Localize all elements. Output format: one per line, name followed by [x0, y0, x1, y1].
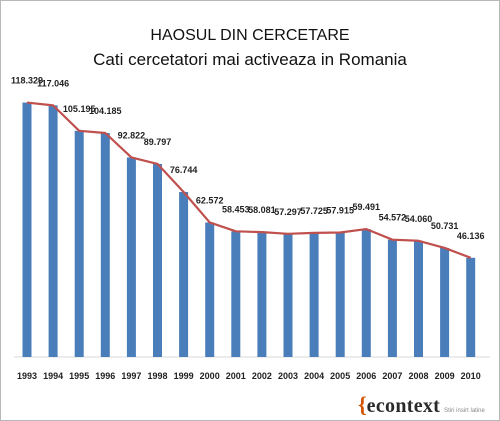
value-label-1994: 117.046 — [37, 78, 69, 88]
chart-title: HAOSUL DIN CERCETARE — [150, 27, 350, 44]
bar-1998 — [153, 163, 162, 357]
x-tick-label-2006: 2006 — [356, 371, 376, 381]
value-label-2005: 57.915 — [326, 205, 354, 215]
value-label-2007: 54.572 — [379, 213, 407, 223]
logo-brace: { — [358, 392, 367, 417]
value-label-2010: 46.136 — [457, 231, 485, 241]
x-tick-label-1994: 1994 — [43, 371, 63, 381]
value-label-1993: 118.329 — [11, 76, 43, 86]
bar-2008 — [414, 240, 423, 357]
value-label-2002: 58.081 — [248, 205, 276, 215]
econtext-logo: { econtext Stiri insirt latine — [358, 392, 485, 417]
x-tick-label-2000: 2000 — [200, 371, 220, 381]
x-tick-label-2008: 2008 — [408, 371, 428, 381]
x-tick-label-2003: 2003 — [278, 371, 298, 381]
value-label-2003: 57.297 — [274, 207, 302, 217]
x-tick-label-1996: 1996 — [95, 371, 115, 381]
value-label-1996: 104.185 — [89, 106, 122, 116]
bar-2003 — [283, 233, 293, 357]
value-label-1997: 92.822 — [118, 130, 146, 140]
trend-line — [26, 101, 472, 259]
x-tick-label-2004: 2004 — [304, 371, 324, 381]
x-tick-label-1998: 1998 — [147, 371, 167, 381]
bar-1994 — [48, 105, 58, 357]
value-label-2000: 62.572 — [196, 195, 224, 205]
value-label-1999: 76.744 — [170, 165, 198, 175]
bar-1995 — [74, 130, 84, 357]
value-label-2009: 50.731 — [431, 221, 459, 231]
x-tick-label-2002: 2002 — [252, 371, 272, 381]
value-label-2008: 54.060 — [405, 214, 433, 224]
x-tick-label-1993: 1993 — [17, 371, 37, 381]
logo-tagline: Stiri insirt latine — [444, 408, 485, 414]
bar-2000 — [205, 222, 215, 357]
x-tick-label-2001: 2001 — [226, 371, 246, 381]
x-tick-label-2007: 2007 — [382, 371, 402, 381]
x-tick-label-2009: 2009 — [435, 371, 455, 381]
x-tick-label-1999: 1999 — [174, 371, 194, 381]
bar-1997 — [126, 157, 136, 357]
x-tick-label-1995: 1995 — [69, 371, 89, 381]
bar-2005 — [335, 232, 345, 357]
bar-1993 — [22, 102, 32, 357]
bar-2001 — [231, 231, 241, 357]
bar-2010 — [466, 257, 476, 357]
value-label-2001: 58.453 — [222, 204, 250, 214]
value-label-1998: 89.797 — [144, 137, 172, 147]
value-label-2006: 59.491 — [353, 202, 381, 212]
bar-2004 — [309, 232, 319, 357]
bar-2009 — [440, 247, 450, 357]
x-tick-label-2005: 2005 — [330, 371, 350, 381]
chart-subtitle: Cati cercetatori mai activeaza in Romani… — [93, 50, 407, 69]
x-tick-label-2010: 2010 — [461, 371, 481, 381]
value-label-1995: 105.195 — [63, 104, 96, 114]
value-label-2004: 57.725 — [300, 206, 328, 216]
bar-2002 — [257, 232, 267, 357]
x-tick-label-1997: 1997 — [121, 371, 141, 381]
bar-2006 — [361, 229, 371, 357]
bar-1999 — [179, 192, 189, 357]
bar-1996 — [100, 133, 110, 357]
bar-2007 — [387, 239, 397, 357]
logo-text: econtext — [366, 395, 441, 417]
